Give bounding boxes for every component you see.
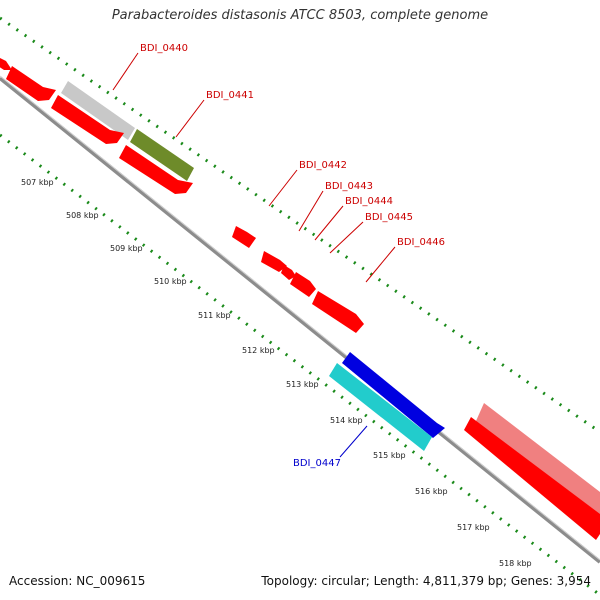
- gene-arrow-blue[interactable]: [342, 352, 445, 438]
- gene-arrow[interactable]: [51, 95, 124, 144]
- gene-features[interactable]: [0, 57, 600, 540]
- leader-bdi-0441: [175, 99, 205, 138]
- backbone-line: [0, 76, 600, 564]
- gene-arrow[interactable]: [0, 57, 12, 70]
- accession-text: Accession: NC_009615: [9, 574, 146, 588]
- scale-label: 513 kbp: [286, 380, 319, 389]
- gene-label-bdi-0440[interactable]: BDI_0440: [140, 43, 188, 54]
- leader-bdi-0446: [365, 246, 396, 283]
- gene-label-bdi-0445[interactable]: BDI_0445: [365, 212, 413, 223]
- backbone-highlight: [0, 75, 600, 561]
- label-leaders: [112, 52, 396, 458]
- gene-bdi-0447[interactable]: [329, 363, 432, 451]
- gene-label-bdi-0446[interactable]: BDI_0446: [397, 237, 445, 248]
- gene-label-bdi-0443[interactable]: BDI_0443: [325, 181, 373, 192]
- scale-labels: 507 kbp 508 kbp 509 kbp 510 kbp 511 kbp …: [21, 178, 532, 568]
- gene-bdi-0442[interactable]: [232, 226, 256, 248]
- scale-label: 515 kbp: [373, 451, 406, 460]
- leader-bdi-0440: [112, 52, 139, 91]
- map-title: Parabacteroides distasonis ATCC 8503, co…: [111, 8, 489, 23]
- gene-bdi-0440[interactable]: [61, 81, 135, 140]
- leader-bdi-0442: [268, 169, 298, 207]
- scale-label: 518 kbp: [499, 559, 532, 568]
- leader-bdi-0444: [314, 205, 344, 241]
- scale-label: 511 kbp: [198, 311, 231, 320]
- scale-label: 516 kbp: [415, 487, 448, 496]
- gene-arrow[interactable]: [6, 66, 56, 101]
- inner-tick-track: [0, 133, 600, 597]
- scale-label: 512 kbp: [242, 346, 275, 355]
- backbone: [0, 75, 600, 564]
- gene-labels: BDI_0440 BDI_0441 BDI_0442 BDI_0443 BDI_…: [140, 43, 445, 469]
- scale-label: 517 kbp: [457, 523, 490, 532]
- scale-label: 509 kbp: [110, 244, 143, 253]
- gene-label-bdi-0442[interactable]: BDI_0442: [299, 160, 347, 171]
- gene-label-bdi-0444[interactable]: BDI_0444: [345, 196, 393, 207]
- scale-label: 510 kbp: [154, 277, 187, 286]
- scale-label: 508 kbp: [66, 211, 99, 220]
- gene-bdi-0446[interactable]: [312, 291, 364, 333]
- outer-tick-track: [0, 16, 600, 434]
- gene-label-bdi-0441[interactable]: BDI_0441: [206, 90, 254, 101]
- leader-bdi-0443: [298, 190, 324, 232]
- gene-arrow[interactable]: [464, 417, 600, 540]
- gene-arrow[interactable]: [119, 145, 193, 194]
- leader-bdi-0447: [339, 425, 368, 458]
- scale-label: 507 kbp: [21, 178, 54, 187]
- gene-bdi-0444[interactable]: [281, 265, 296, 280]
- gene-label-bdi-0447[interactable]: BDI_0447: [293, 458, 341, 469]
- gene-bdi-0443[interactable]: [261, 251, 287, 272]
- tick-tracks: [0, 16, 600, 597]
- leader-bdi-0445: [329, 221, 364, 254]
- gene-bdi-0441[interactable]: [130, 129, 194, 181]
- gene-bdi-0445[interactable]: [290, 272, 316, 297]
- scale-label: 514 kbp: [330, 416, 363, 425]
- genome-summary-text: Topology: circular; Length: 4,811,379 bp…: [261, 574, 591, 588]
